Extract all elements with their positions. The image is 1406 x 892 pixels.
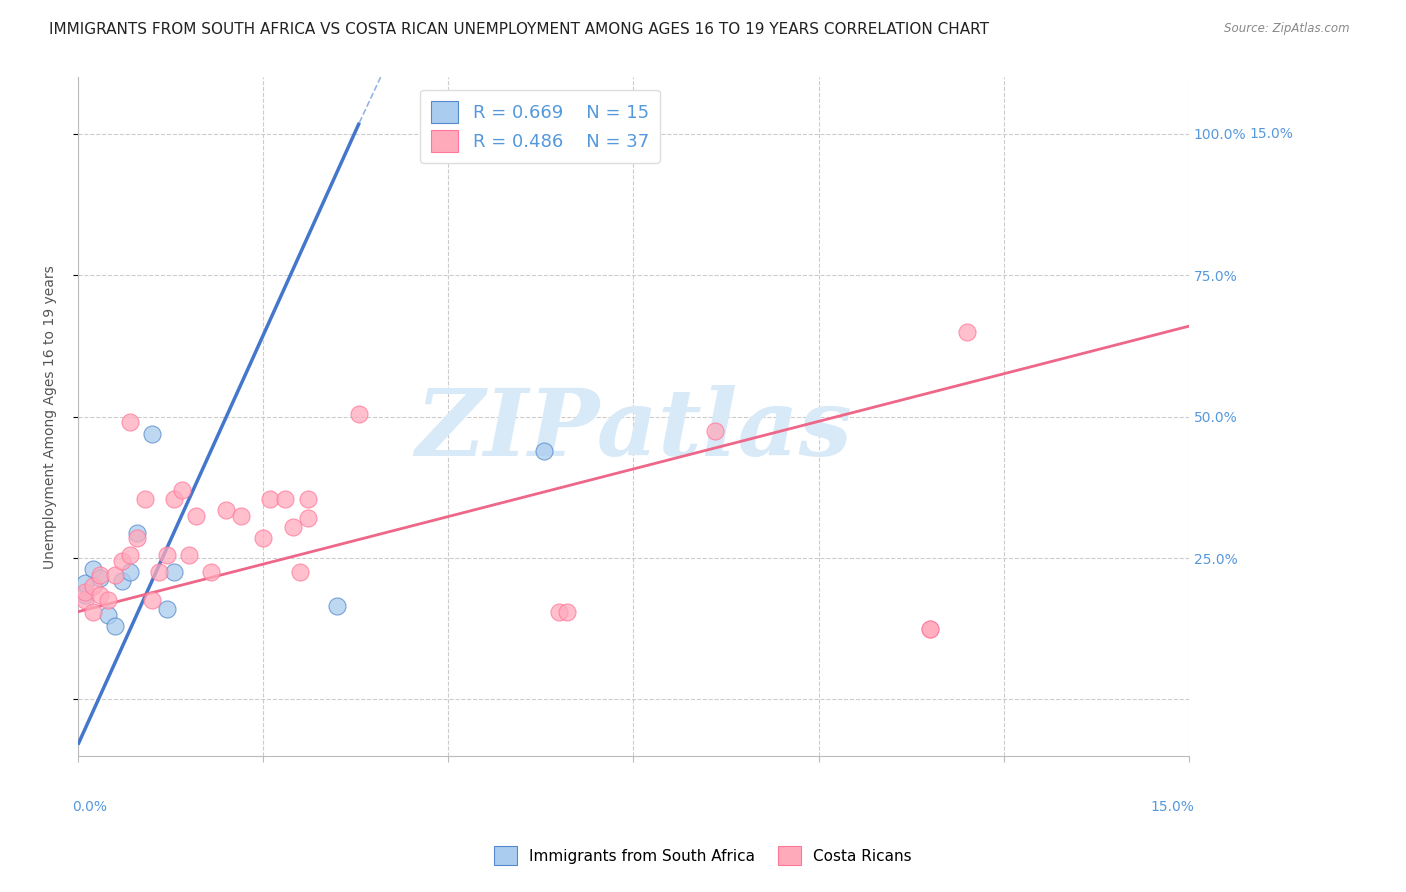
Point [141, 426, 163, 441]
Point [555, 605, 578, 619]
Point [297, 491, 319, 506]
Point [82, 579, 104, 593]
Point [127, 531, 149, 545]
Text: 15.0%: 15.0% [1250, 127, 1294, 141]
Point [97, 607, 120, 622]
Point [281, 520, 304, 534]
Point [111, 554, 134, 568]
Point [163, 565, 186, 579]
Text: 0.0%: 0.0% [72, 800, 107, 814]
Point [89, 588, 111, 602]
Point [89, 571, 111, 585]
Y-axis label: Unemployment Among Ages 16 to 19 years: Unemployment Among Ages 16 to 19 years [44, 265, 58, 568]
Point [156, 548, 179, 562]
Point [548, 605, 571, 619]
Point [288, 565, 311, 579]
Point [326, 599, 349, 613]
Point [156, 602, 179, 616]
Point [118, 548, 141, 562]
Point [259, 491, 281, 506]
Point [177, 548, 200, 562]
Point [252, 531, 274, 545]
Point [82, 605, 104, 619]
Point [170, 483, 193, 498]
Point [200, 565, 222, 579]
Point [918, 622, 941, 636]
Point [918, 622, 941, 636]
Point [703, 424, 725, 438]
Point [75, 593, 97, 607]
Text: ZIPatlas: ZIPatlas [415, 385, 852, 475]
Point [75, 576, 97, 591]
Point [297, 511, 319, 525]
Point [148, 565, 170, 579]
Point [163, 491, 186, 506]
Text: 15.0%: 15.0% [1150, 800, 1194, 814]
Point [97, 593, 120, 607]
Point [104, 619, 127, 633]
Point [118, 565, 141, 579]
Point [186, 508, 208, 523]
Point [451, 144, 474, 158]
Point [141, 593, 163, 607]
Point [111, 574, 134, 588]
Point [134, 491, 156, 506]
Point [229, 508, 252, 523]
Text: Source: ZipAtlas.com: Source: ZipAtlas.com [1225, 22, 1350, 36]
Point [533, 443, 555, 458]
Point [89, 568, 111, 582]
Point [955, 325, 977, 339]
Point [215, 503, 238, 517]
Point [82, 562, 104, 576]
Point [118, 415, 141, 429]
Point [75, 588, 97, 602]
Legend: Immigrants from South Africa, Costa Ricans: Immigrants from South Africa, Costa Rica… [488, 840, 918, 871]
Point [274, 491, 297, 506]
Legend: R = 0.669    N = 15, R = 0.486    N = 37: R = 0.669 N = 15, R = 0.486 N = 37 [420, 90, 659, 163]
Point [349, 407, 371, 421]
Text: IMMIGRANTS FROM SOUTH AFRICA VS COSTA RICAN UNEMPLOYMENT AMONG AGES 16 TO 19 YEA: IMMIGRANTS FROM SOUTH AFRICA VS COSTA RI… [49, 22, 990, 37]
Point [75, 585, 97, 599]
Point [127, 525, 149, 540]
Point [104, 568, 127, 582]
